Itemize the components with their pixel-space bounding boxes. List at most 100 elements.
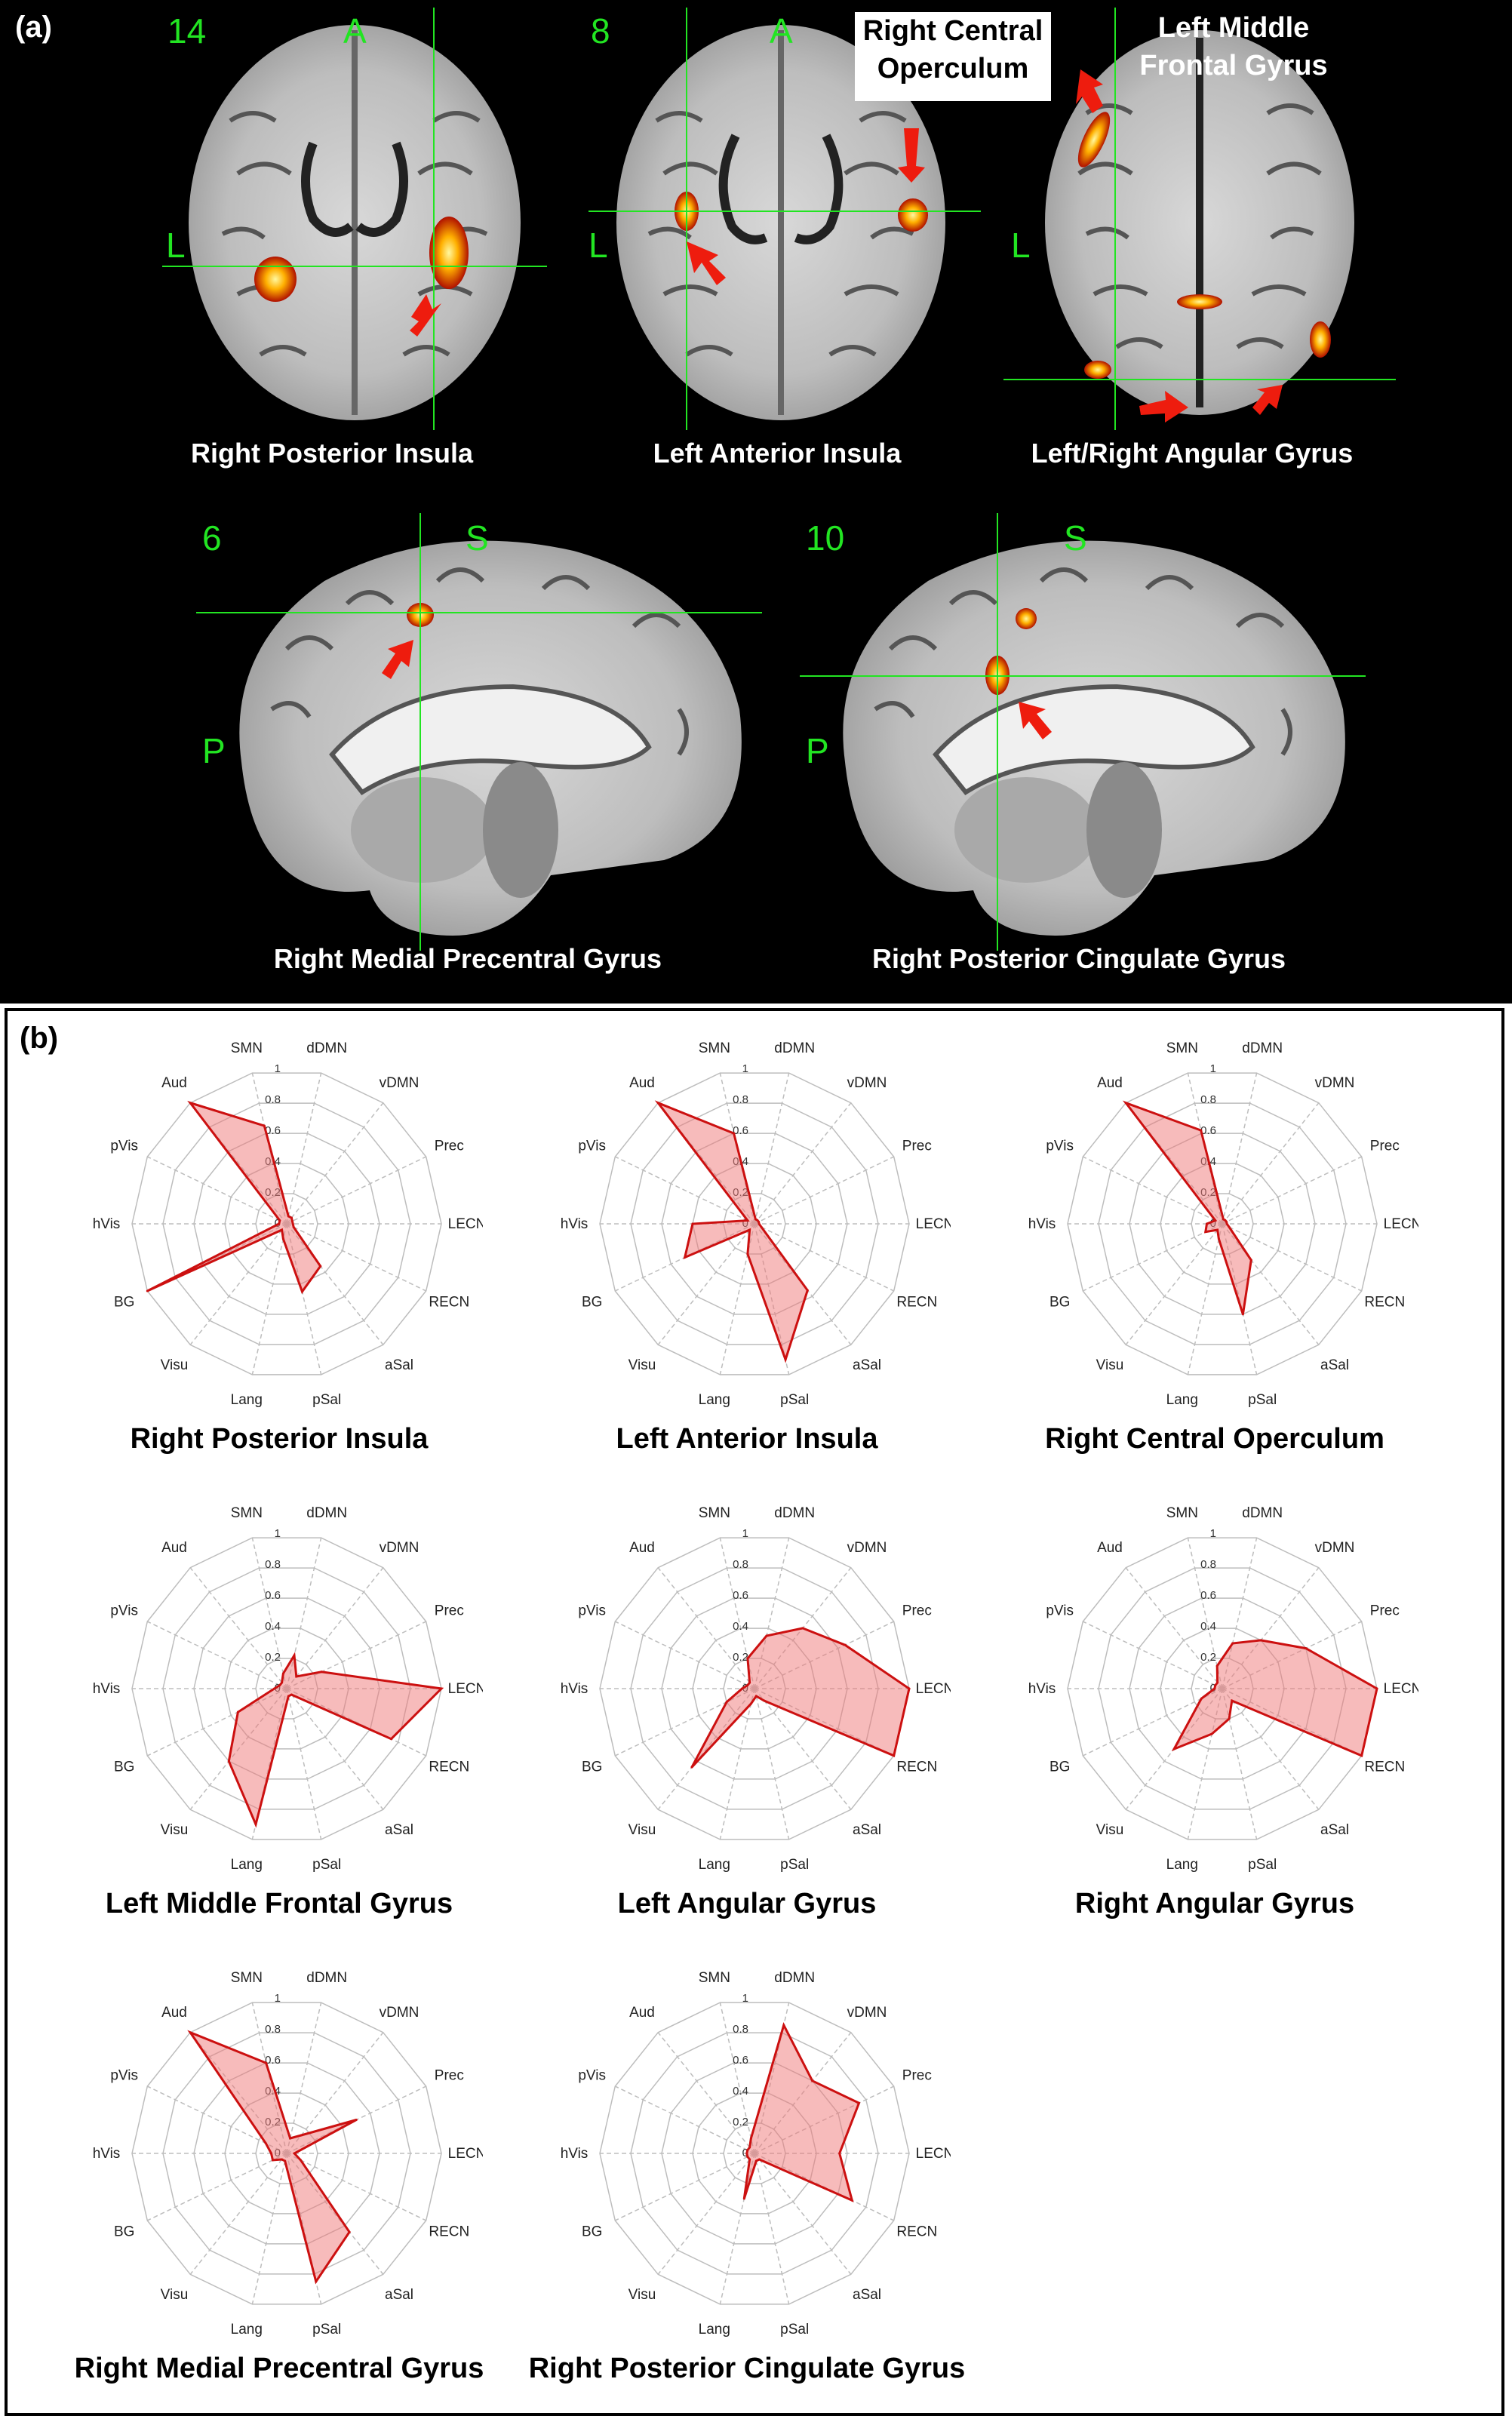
radar-point xyxy=(278,1222,281,1225)
radar-point xyxy=(189,1102,192,1105)
radar-category-label: LECN xyxy=(1384,1216,1418,1232)
radar-point xyxy=(656,1102,659,1105)
radar-r-tick-label: 0.8 xyxy=(1200,1093,1216,1106)
radar-point xyxy=(300,2134,303,2137)
radar-spoke xyxy=(614,2153,755,2221)
radar-category-label: Prec xyxy=(435,1603,464,1618)
callout-line: Left Middle xyxy=(1157,12,1310,44)
radar-category-label: pVis xyxy=(578,1138,606,1154)
radar-point xyxy=(1231,1642,1234,1645)
radar-point xyxy=(749,2137,752,2140)
radar-spoke xyxy=(146,1621,287,1689)
radar-category-label: pSal xyxy=(1248,1857,1277,1873)
orientation-label: A xyxy=(770,11,793,51)
radar-category-label: aSal xyxy=(853,1357,881,1373)
radar-point xyxy=(264,2142,267,2145)
radar-category-label: Aud xyxy=(161,1540,187,1556)
radar-r-tick-label: 0.8 xyxy=(733,1093,748,1106)
radar-point xyxy=(765,1634,768,1637)
radar-point xyxy=(1228,1225,1231,1228)
radar-r-tick-label: 0.6 xyxy=(265,1124,281,1137)
radar-spoke xyxy=(1187,1223,1223,1375)
radar-point xyxy=(281,1672,284,1675)
radar-category-label: aSal xyxy=(1320,1357,1349,1373)
radar-point xyxy=(741,1687,744,1690)
radar-r-tick-label: 0.4 xyxy=(733,2085,748,2098)
radar-point xyxy=(1200,1129,1203,1132)
radar-category-label: pSal xyxy=(312,2322,341,2337)
radar-point xyxy=(236,1710,239,1714)
radar-point xyxy=(290,1216,293,1219)
radar-point xyxy=(758,1222,761,1225)
radar-spoke xyxy=(1082,1156,1223,1225)
radar-point xyxy=(746,1219,749,1222)
radar-point xyxy=(690,1766,693,1769)
radar-point xyxy=(1222,1218,1225,1221)
radar-category-label: aSal xyxy=(385,1822,413,1838)
radar-category-label: pSal xyxy=(312,1392,341,1408)
radar-category-label: Visu xyxy=(628,2287,656,2303)
radar-category-label: vDMN xyxy=(847,1540,887,1556)
radar-spoke xyxy=(146,2085,287,2154)
radar-point xyxy=(272,2159,275,2162)
radar-point xyxy=(850,2199,853,2202)
radar-r-tick-label: 1 xyxy=(1210,1527,1216,1540)
radar-category-label: dDMN xyxy=(774,1040,815,1056)
radar-category-label: LECN xyxy=(1384,1681,1418,1697)
panel-b-letter: (b) xyxy=(20,1022,59,1055)
radar-category-label: Aud xyxy=(161,1075,187,1091)
radar-category-label: Aud xyxy=(161,2005,187,2021)
radar-category-label: hVis xyxy=(93,1216,121,1232)
radar-spoke xyxy=(754,1688,790,1840)
radar-point xyxy=(760,1225,763,1228)
radar-spoke xyxy=(719,2002,755,2154)
sagittal-slice-10 xyxy=(800,513,1366,951)
radar-r-tick-label: 0.6 xyxy=(265,1589,281,1602)
radar-r-tick-label: 0.6 xyxy=(1200,1589,1216,1602)
radar-grid-ring xyxy=(599,1537,910,1840)
radar-category-label: Lang xyxy=(231,2322,263,2337)
radar-chart-right-angular-gyrus: 0 0.2 0.4 0.6 0.8 1 SMN dDMN vDMN Prec LECN RECN aSa… xyxy=(1028,1505,1418,1873)
radar-point xyxy=(811,2079,814,2082)
radar-point xyxy=(348,2230,351,2233)
radar-point xyxy=(746,2149,749,2152)
radar-category-label: Prec xyxy=(902,1603,932,1618)
radar-spoke xyxy=(1222,1072,1258,1225)
radar-r-tick-label: 0.4 xyxy=(1200,1620,1216,1633)
radar-category-label: dDMN xyxy=(774,1505,815,1521)
radar-category-label: pVis xyxy=(1046,1138,1074,1154)
radar-category-label: Visu xyxy=(161,1822,189,1838)
radar-category-label: vDMN xyxy=(380,1540,419,1556)
radar-spoke xyxy=(189,1567,287,1689)
radar-point xyxy=(293,2152,296,2155)
radar-point xyxy=(273,1687,276,1690)
panel-b-radar-charts: (b) 0 0.2 0.4 0.6 0.8 1 SMN dDMN vDMN Prec LECN REC… xyxy=(5,1008,1504,2416)
radar-point xyxy=(301,1290,304,1293)
radar-r-tick-label: 1 xyxy=(742,1062,748,1075)
radar-point xyxy=(1213,1687,1216,1690)
radar-category-label: Prec xyxy=(435,1138,464,1154)
radar-category-label: pSal xyxy=(780,1392,809,1408)
radar-point xyxy=(287,1695,290,1698)
axial-slice-14 xyxy=(162,8,547,430)
radar-r-tick-label: 0.6 xyxy=(733,1589,748,1602)
radar-spoke xyxy=(286,1072,322,1225)
radar-point xyxy=(291,1222,294,1225)
radar-chart-right-posterior-cingulate-gyrus: 0 0.2 0.4 0.6 0.8 1 SMN dDMN vDMN Prec LECN RECN aSa… xyxy=(561,1970,951,2337)
radar-point xyxy=(1214,1684,1217,1687)
radar-category-label: Prec xyxy=(1370,1603,1400,1618)
radar-r-tick-label: 1 xyxy=(742,1527,748,1540)
radar-point xyxy=(748,1681,751,1684)
radar-category-label: vDMN xyxy=(380,2005,419,2021)
radar-category-label: Aud xyxy=(1097,1075,1123,1091)
radar-category-label: BG xyxy=(582,2224,602,2240)
radar-category-label: aSal xyxy=(1320,1822,1349,1838)
radar-category-label: pVis xyxy=(110,1603,138,1618)
radar-category-label: BG xyxy=(114,1295,134,1311)
radar-point xyxy=(1375,1687,1378,1690)
radar-title: Left Middle Frontal Gyrus xyxy=(105,1888,453,1919)
radar-r-tick-label: 1 xyxy=(275,1062,281,1075)
radar-spoke xyxy=(286,1688,322,1840)
radar-category-label: dDMN xyxy=(1242,1040,1283,1056)
orientation-label: L xyxy=(1011,226,1031,265)
